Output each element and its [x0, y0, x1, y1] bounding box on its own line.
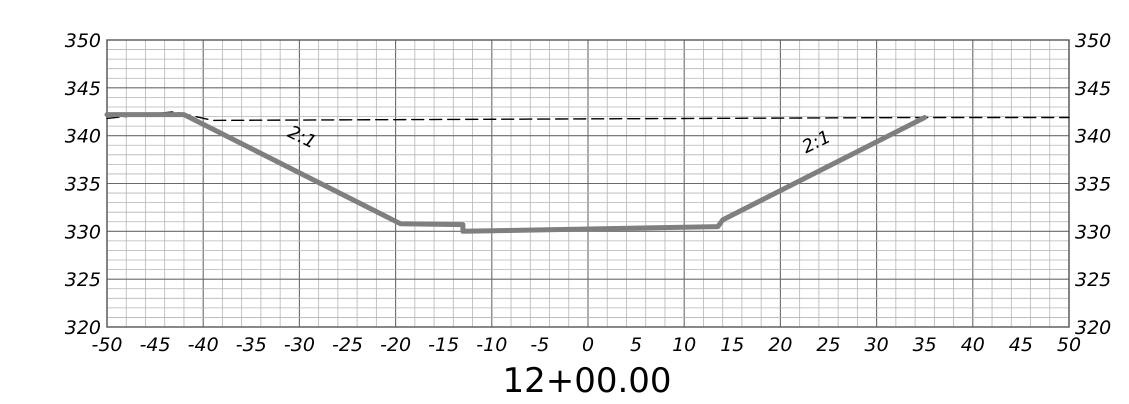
y-tick-label-right: 325 [1075, 269, 1111, 291]
y-tick-label-left: 330 [65, 221, 101, 243]
y-tick-label-left: 335 [65, 174, 101, 196]
slope-annotations: 2:1 2:1 [284, 122, 834, 158]
plot-frame [106, 39, 1070, 328]
y-tick-label-left: 325 [65, 269, 101, 291]
x-tick-label: 35 [913, 334, 937, 356]
y-tick-label-right: 320 [1075, 317, 1111, 339]
y-tick-label-left: 345 [65, 78, 101, 100]
x-tick-label: -50 [91, 334, 122, 356]
x-tick-label: -40 [188, 334, 219, 356]
x-tick-label: -30 [284, 334, 315, 356]
x-tick-label: -15 [428, 334, 459, 356]
x-tick-label: 40 [961, 334, 985, 356]
x-tick-label: 15 [720, 334, 744, 356]
x-tick-label: -25 [332, 334, 363, 356]
y-tick-label-left: 350 [65, 30, 101, 52]
design-section-line [104, 112, 928, 234]
y-tick-label-right: 350 [1075, 30, 1111, 52]
x-tick-label: 5 [630, 334, 642, 356]
x-tick-label: -10 [476, 334, 507, 356]
y-tick-label-left: 340 [65, 126, 101, 148]
y-tick-label-left: 320 [65, 317, 101, 339]
x-tick-label: -5 [530, 334, 549, 356]
series-layer [104, 111, 1070, 234]
x-tick-label: 45 [1009, 334, 1033, 356]
y-tick-label-right: 340 [1075, 126, 1111, 148]
y-tick-label-right: 330 [1075, 221, 1111, 243]
x-tick-label: 0 [582, 334, 594, 356]
x-tick-label: -45 [140, 334, 171, 356]
x-tick-label: 25 [816, 334, 840, 356]
x-tick-label: -35 [236, 334, 267, 356]
x-tick-label: 30 [865, 334, 889, 356]
x-tick-labels: -50 -45 -40 -35 -30 -25 -20 -15 -10 -5 0 5 10 15 20 25 3… [91, 334, 1081, 356]
y-tick-label-right: 345 [1075, 78, 1111, 100]
x-tick-label: 20 [768, 334, 792, 356]
x-tick-label: 10 [672, 334, 696, 356]
grid [106, 39, 1070, 328]
y-tick-label-right: 335 [1075, 174, 1111, 196]
y-tick-labels: 350 345 340 335 330 325 320 350 345 340 335 330 325 3… [65, 30, 1112, 339]
x-tick-label: 50 [1057, 334, 1081, 356]
slope-annotation: 2:1 [799, 126, 834, 158]
station-label: 12+00.00 [502, 361, 671, 401]
x-tick-label: -20 [380, 334, 411, 356]
plot-border [106, 39, 1070, 328]
